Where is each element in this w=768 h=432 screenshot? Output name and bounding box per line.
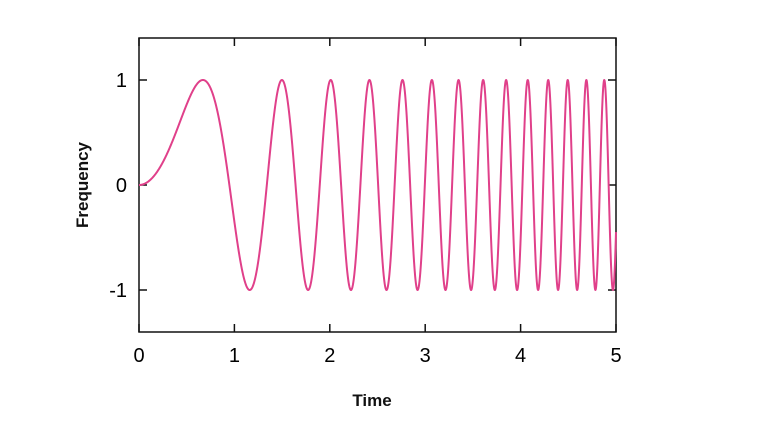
y-tick-label: -1 bbox=[109, 280, 127, 302]
y-axis-label: Frequency bbox=[73, 141, 92, 228]
y-axis-ticks: -1 0 1 bbox=[109, 70, 616, 302]
series-line bbox=[138, 79, 617, 291]
x-tick-label: 4 bbox=[515, 345, 526, 367]
x-tick-label: 0 bbox=[133, 345, 144, 367]
x-axis-ticks: 0 1 2 3 4 5 bbox=[133, 38, 622, 367]
x-tick-label: 5 bbox=[610, 345, 621, 367]
x-tick-label: 3 bbox=[420, 345, 431, 367]
x-axis-label: Time bbox=[352, 391, 391, 410]
x-tick-label: 1 bbox=[229, 345, 240, 367]
y-tick-label: 1 bbox=[116, 70, 127, 92]
y-tick-label: 0 bbox=[116, 175, 127, 197]
x-tick-label: 2 bbox=[324, 345, 335, 367]
